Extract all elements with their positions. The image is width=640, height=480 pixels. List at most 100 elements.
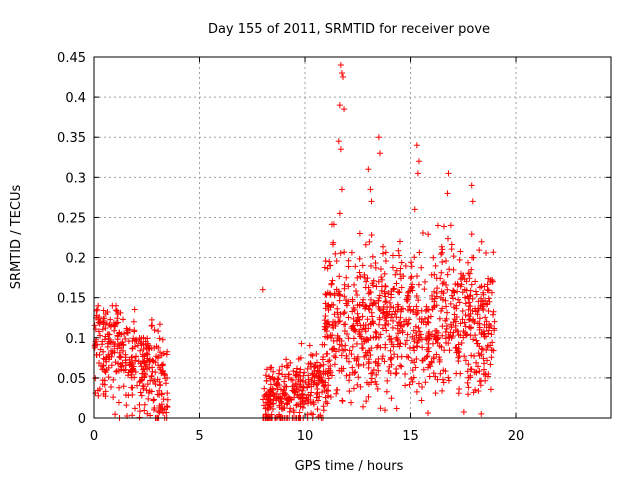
data-point [368, 309, 375, 316]
data-point [478, 238, 485, 245]
data-point [118, 344, 125, 351]
data-point [457, 270, 464, 277]
data-point [380, 309, 387, 316]
data-point [356, 230, 363, 237]
data-point [130, 318, 137, 325]
y-tick-label: 0.4 [65, 91, 86, 106]
data-point [348, 399, 355, 406]
data-point [148, 322, 155, 329]
data-point [476, 352, 483, 359]
data-point [131, 306, 138, 313]
data-point [361, 353, 368, 360]
data-point [283, 356, 290, 363]
data-point [120, 341, 127, 348]
data-point [160, 410, 167, 417]
data-point [281, 387, 288, 394]
data-point [375, 367, 382, 374]
data-point [133, 337, 140, 344]
data-point [439, 387, 446, 394]
data-point [473, 291, 480, 298]
data-point [419, 383, 426, 390]
data-point [397, 322, 404, 329]
data-point [490, 311, 497, 318]
data-point [413, 388, 420, 395]
chart-title: Day 155 of 2011, SRMTID for receiver pov… [208, 22, 490, 37]
data-point [140, 385, 147, 392]
data-point [350, 315, 357, 322]
data-point [129, 365, 136, 372]
data-point [328, 372, 335, 379]
data-point [341, 106, 348, 113]
data-point [408, 284, 415, 291]
data-point [404, 331, 411, 338]
data-point [388, 291, 395, 298]
data-point [345, 377, 352, 384]
data-point [139, 370, 146, 377]
data-point [356, 255, 363, 262]
data-point [110, 394, 117, 401]
data-point [437, 294, 444, 301]
data-point [481, 370, 488, 377]
data-point [482, 314, 489, 321]
data-point [485, 307, 492, 314]
data-point [144, 381, 151, 388]
data-point [383, 312, 390, 319]
data-point [278, 400, 285, 407]
data-point [358, 335, 365, 342]
data-point [436, 354, 443, 361]
data-point [310, 381, 317, 388]
data-point [327, 332, 334, 339]
data-point [368, 375, 375, 382]
data-point [115, 399, 122, 406]
data-point [345, 358, 352, 365]
data-point [394, 288, 401, 295]
data-point [487, 386, 494, 393]
data-point [136, 408, 143, 415]
data-point [450, 266, 457, 273]
data-point [151, 405, 158, 412]
data-point [447, 222, 454, 229]
data-point [393, 334, 400, 341]
data-point [475, 350, 482, 357]
data-point [137, 389, 144, 396]
data-point [465, 361, 472, 368]
data-point [415, 281, 422, 288]
data-point [389, 324, 396, 331]
data-point [439, 280, 446, 287]
data-point [160, 396, 167, 403]
data-point [336, 210, 343, 217]
data-point [396, 343, 403, 350]
data-point [452, 322, 459, 329]
data-point [465, 391, 472, 398]
data-point [394, 301, 401, 308]
data-point [351, 370, 358, 377]
data-point [107, 316, 114, 323]
data-point [314, 406, 321, 413]
data-point [351, 306, 358, 313]
data-point [322, 313, 329, 320]
data-point [483, 347, 490, 354]
data-point [99, 341, 106, 348]
data-point [381, 288, 388, 295]
data-point [134, 342, 141, 349]
data-point [430, 340, 437, 347]
data-point [324, 265, 331, 272]
data-point [402, 341, 409, 348]
data-point [388, 338, 395, 345]
data-point [287, 405, 294, 412]
data-point [341, 249, 348, 256]
data-point [436, 315, 443, 322]
data-point [335, 288, 342, 295]
data-point [472, 278, 479, 285]
data-point [158, 401, 165, 408]
data-point [108, 338, 115, 345]
data-point [360, 296, 367, 303]
data-point [137, 347, 144, 354]
data-point [338, 352, 345, 359]
data-point [465, 384, 472, 391]
data-point [462, 300, 469, 307]
data-point [376, 321, 383, 328]
data-point [392, 271, 399, 278]
data-point [114, 345, 121, 352]
data-point [375, 303, 382, 310]
